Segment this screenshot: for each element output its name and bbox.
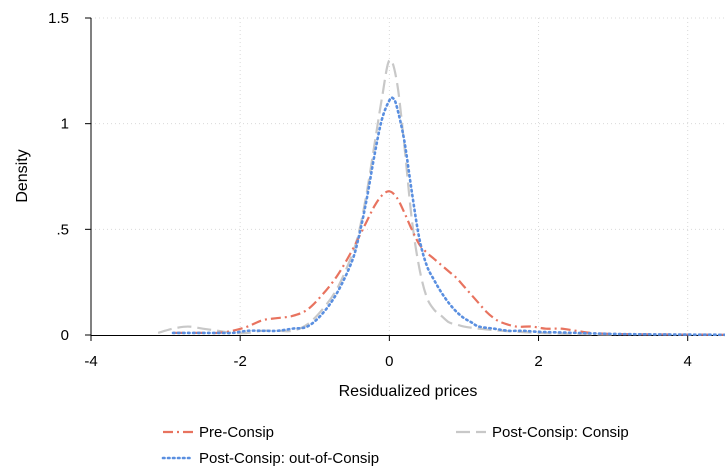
x-tick-label: 4 — [684, 353, 692, 370]
x-tick-label: 2 — [534, 353, 542, 370]
y-axis-title: Density — [14, 149, 31, 202]
grid — [90, 17, 725, 335]
y-tick-label: 1 — [61, 116, 69, 133]
legend-label: Post-Consip: Consip — [492, 424, 629, 441]
legend-item: Post-Consip: out-of-Consip — [161, 450, 379, 467]
x-axis-title: Residualized prices — [339, 383, 478, 400]
y-tick-label: .5 — [56, 221, 69, 238]
x-tick-label: 0 — [385, 353, 393, 370]
series-line-post-consip-out-of-consip — [171, 96, 725, 337]
legend-label: Post-Consip: out-of-Consip — [199, 450, 379, 467]
x-tick-label: -4 — [84, 353, 97, 370]
legend-item: Post-Consip: Consip — [456, 424, 629, 441]
series-line-pre-consip — [173, 190, 725, 336]
legend-label: Pre-Consip — [199, 424, 274, 441]
axes: -4 -2 0 2 4 0 .5 1 1.5 — [48, 10, 725, 370]
y-tick-label: 1.5 — [48, 10, 69, 27]
legend-item: Pre-Consip — [163, 424, 274, 441]
series-line-post-consip-consip — [157, 58, 614, 336]
plot-series — [157, 58, 725, 337]
y-tick-label: 0 — [61, 327, 69, 344]
x-tick-label: -2 — [234, 353, 247, 370]
legend: Pre-Consip Post-Consip: Consip Post-Consip… — [161, 424, 629, 467]
